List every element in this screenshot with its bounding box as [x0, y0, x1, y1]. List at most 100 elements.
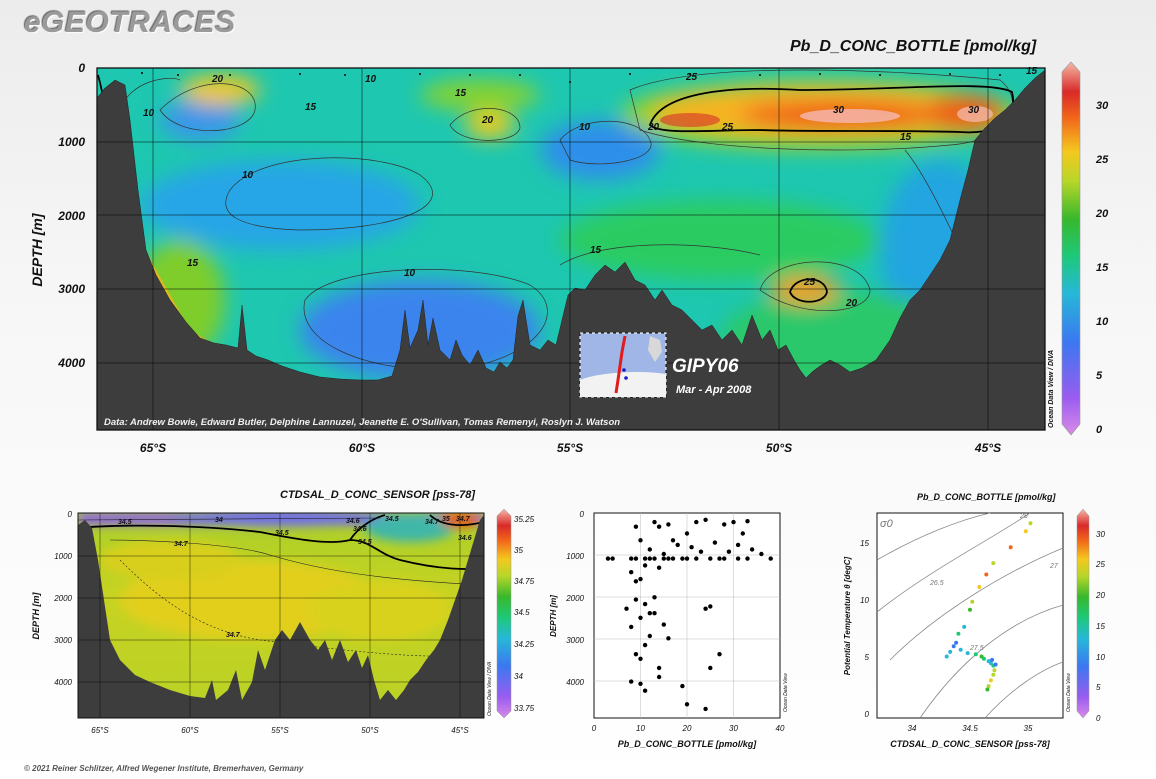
main-y-tick: 3000 — [58, 282, 85, 296]
profile-point — [666, 522, 670, 526]
profile-x-tick: 40 — [776, 724, 785, 733]
ts-point — [956, 632, 960, 636]
ts-point — [990, 658, 994, 662]
profile-point — [722, 522, 726, 526]
profile-point — [685, 556, 689, 560]
contour-label: 10 — [365, 74, 377, 85]
sal-x-tick: 65°S — [91, 726, 109, 735]
profile-point — [643, 563, 647, 567]
sal-x-tick: 60°S — [181, 726, 199, 735]
main-y-tick: 0 — [78, 61, 85, 75]
main-section-plot: 20 10 15 10 15 20 10 25 30 30 25 20 15 1… — [29, 61, 1109, 455]
profile-point — [638, 657, 642, 661]
salinity-section-plot: 34.5 34 34.7 34.5 34.7 34.6 34.5 34.7 34… — [31, 509, 535, 735]
profile-point — [634, 652, 638, 656]
profile-point — [745, 519, 749, 523]
ts-colorbar — [1077, 509, 1089, 718]
ts-point — [952, 644, 956, 648]
profile-point — [680, 684, 684, 688]
contour-label: 30 — [833, 105, 845, 116]
ts-point — [1029, 521, 1033, 525]
ts-point — [948, 650, 952, 654]
profile-point — [634, 556, 638, 560]
main-y-tick: 2000 — [57, 209, 85, 223]
profile-point — [703, 707, 707, 711]
contour-label: 15 — [187, 258, 199, 269]
inset-cruise-dates: Mar - Apr 2008 — [676, 384, 752, 396]
contour-label: 15 — [455, 88, 467, 99]
profile-point — [652, 595, 656, 599]
profile-point — [708, 666, 712, 670]
ts-point — [991, 673, 995, 677]
main-cbar-tick: 30 — [1096, 100, 1109, 112]
profile-point — [727, 550, 731, 554]
ts-x-tick: 35 — [1024, 724, 1033, 733]
profile-point — [657, 566, 661, 570]
profile-point — [713, 540, 717, 544]
sal-x-tick: 55°S — [271, 726, 289, 735]
profile-point — [634, 597, 638, 601]
contour-label: 25 — [685, 72, 698, 83]
profile-point — [643, 602, 647, 606]
profile-point — [657, 675, 661, 679]
main-colorbar — [1062, 62, 1080, 435]
ts-cbar-tick: 10 — [1096, 653, 1105, 662]
profile-point — [629, 679, 633, 683]
main-y-label: DEPTH [m] — [29, 212, 45, 286]
ts-cbar-tick: 20 — [1095, 591, 1105, 600]
sal-y-tick: 2000 — [53, 594, 72, 603]
sigma-label: σ0 — [880, 518, 894, 530]
profile-point — [769, 556, 773, 560]
ts-point — [974, 652, 978, 656]
profile-scatter-plot: 0 1000 2000 3000 4000 DEPTH [m] 0 10 20 … — [549, 510, 789, 749]
profile-point — [685, 702, 689, 706]
sal-cbar-tick: 34.25 — [514, 640, 535, 649]
sal-contour-label: 34.6 — [353, 526, 367, 533]
profile-x-tick: 30 — [729, 724, 738, 733]
sal-y-tick: 0 — [68, 510, 73, 519]
contour-label: 10 — [579, 122, 591, 133]
profile-point — [638, 577, 642, 581]
main-y-tick: 1000 — [58, 135, 85, 149]
contour-label: 15 — [900, 132, 912, 143]
ts-point — [945, 655, 949, 659]
profile-point — [708, 556, 712, 560]
profile-point — [648, 556, 652, 560]
main-cbar-tick: 10 — [1096, 316, 1109, 328]
profile-point — [643, 556, 647, 560]
cruise-inset-map — [580, 333, 666, 397]
sal-contour-label: 34.5 — [118, 519, 132, 526]
profile-point — [750, 547, 754, 551]
contour-label: 25 — [721, 122, 734, 133]
profile-point — [717, 556, 721, 560]
profile-point — [703, 607, 707, 611]
contour-label: 20 — [481, 115, 494, 126]
sal-contour-label: 34.7 — [456, 516, 471, 523]
profile-point — [657, 525, 661, 529]
sal-contour-label: 34.7 — [174, 541, 189, 548]
profile-point — [694, 520, 698, 524]
contour-label: 20 — [845, 298, 858, 309]
profile-point — [685, 531, 689, 535]
isopycnal-label: 27 — [1049, 563, 1059, 570]
profile-point — [638, 682, 642, 686]
sal-cbar-tick: 35.25 — [514, 515, 535, 524]
ts-y-label: Potential Temperature θ [degC] — [843, 556, 852, 675]
profile-y-label: DEPTH [m] — [549, 595, 558, 637]
sal-colorbar — [497, 509, 511, 718]
ts-side-label: Ocean Data View — [1066, 673, 1072, 712]
ts-point — [966, 651, 970, 655]
profile-point — [634, 579, 638, 583]
ts-point — [989, 678, 993, 682]
profile-x-tick: 0 — [592, 724, 597, 733]
data-credit: Data: Andrew Bowie, Edward Butler, Delph… — [104, 417, 620, 428]
ts-y-tick: 15 — [860, 539, 869, 548]
sal-cbar-tick: 33.75 — [514, 704, 535, 713]
contour-label: 25 — [803, 277, 816, 288]
isopycnal-label: 28 — [1019, 513, 1028, 520]
sal-contour-label: 35 — [442, 516, 450, 523]
ts-cbar-tick: 5 — [1096, 683, 1101, 692]
main-x-tick: 55°S — [557, 441, 583, 455]
ts-cbar-tick: 15 — [1096, 622, 1105, 631]
sal-cbar-tick: 34 — [514, 672, 523, 681]
